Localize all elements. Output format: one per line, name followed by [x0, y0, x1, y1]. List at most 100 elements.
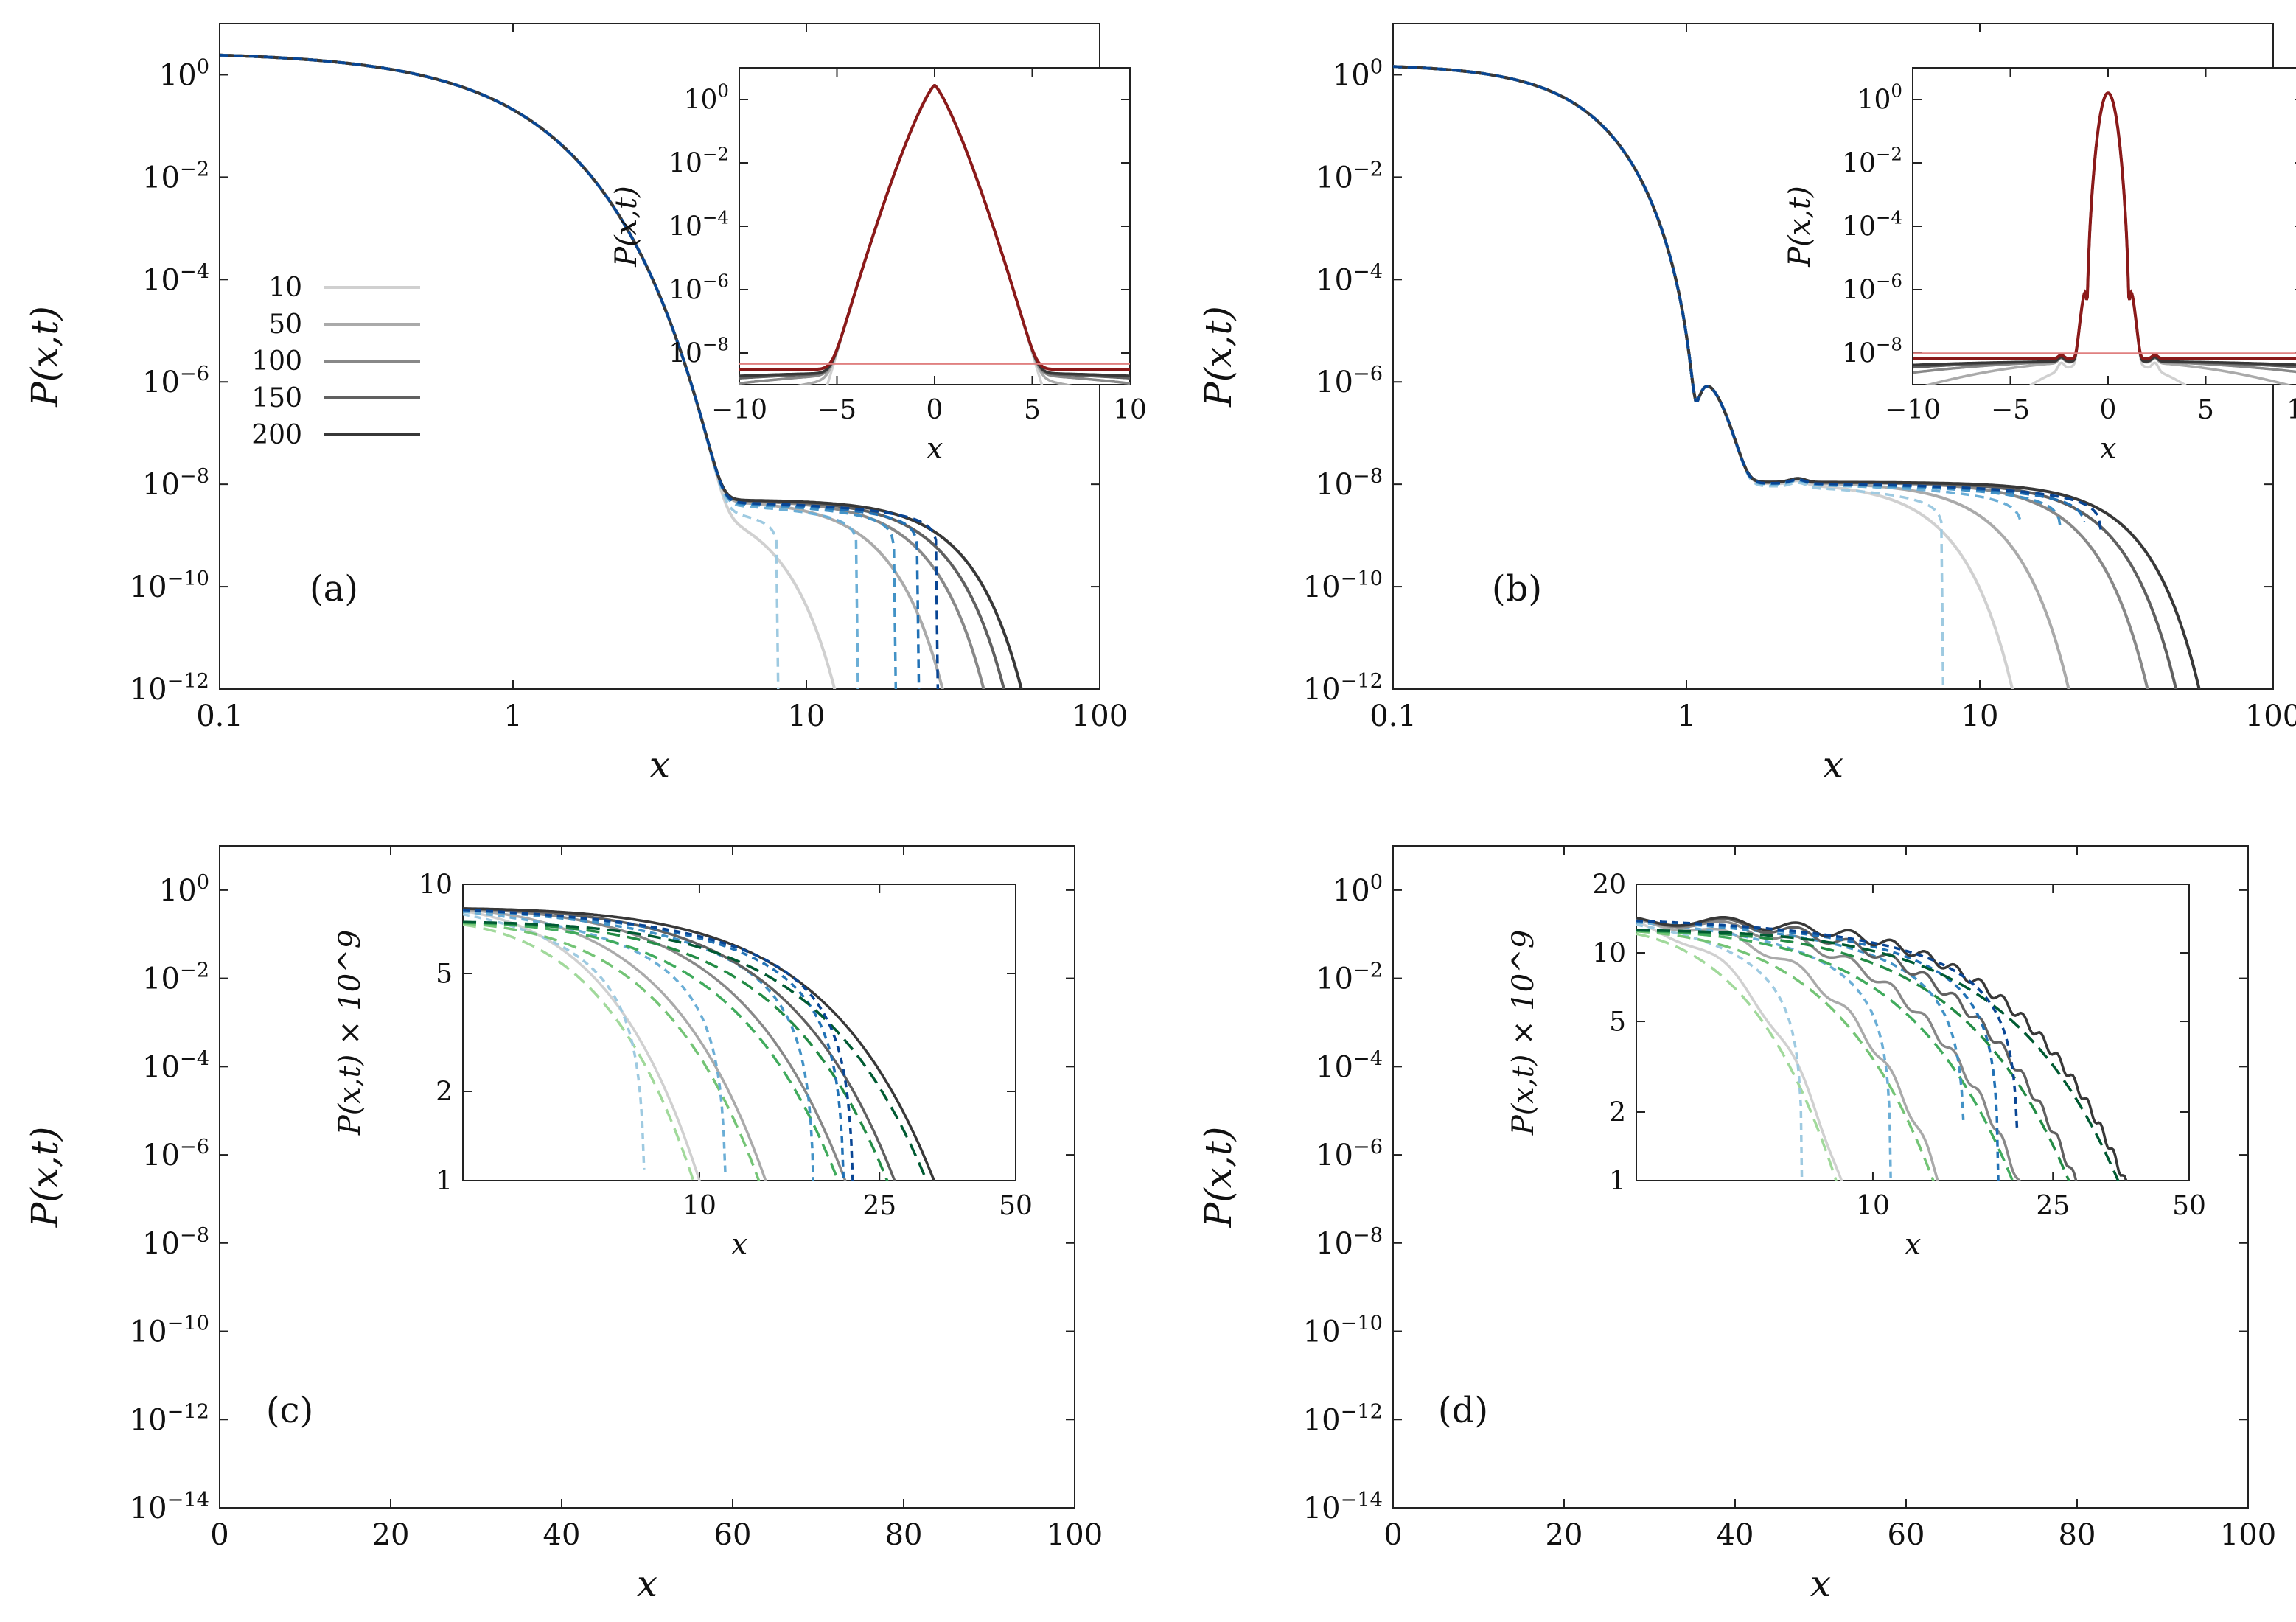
inset-a-xtick-label: 10 — [1113, 395, 1147, 425]
legend-label: 200 — [251, 420, 302, 450]
main-d-ytick-label: 10−4 — [1316, 1047, 1383, 1084]
inset-grey-t200 — [1636, 915, 2128, 1181]
inset-grey-t150 — [463, 907, 896, 1181]
inset-grey-t10 — [463, 909, 701, 1181]
series-dashed-t200 — [1393, 65, 2103, 531]
inset-blue-t200 — [463, 908, 854, 1181]
inset-d-xlabel: x — [1905, 1228, 1922, 1262]
inset-blue-t50 — [463, 910, 727, 1177]
inset-series — [463, 907, 936, 1181]
main-a-xlabel: x — [649, 744, 670, 786]
inset-blue-t100 — [463, 909, 814, 1181]
inset-blue-t10 — [463, 912, 646, 1170]
inset-series — [739, 84, 1130, 385]
series-group — [1393, 65, 2201, 689]
main-c-ytick-label: 10−8 — [142, 1224, 209, 1261]
inset-b-xtick-label: 10 — [2286, 395, 2296, 425]
main-d-xtick-label: 20 — [1546, 1518, 1583, 1552]
inset-series — [1636, 915, 2128, 1181]
inset-d-ytick-label: 20 — [1592, 870, 1626, 901]
inset: 20 10 5 2 1 10 25 50 x P(x,t) × 10^9 — [1507, 870, 2206, 1262]
inset-c-xtick-label: 50 — [999, 1191, 1033, 1221]
main-a-ytick-label: 10−2 — [142, 158, 209, 195]
inset-series — [1913, 91, 2296, 385]
main-c-ytick-label: 10−6 — [142, 1136, 209, 1172]
inset-b-ytick-label: 10−8 — [1842, 334, 1902, 369]
main-d-ytick-label: 100 — [1333, 871, 1383, 908]
main-a-ytick-label: 10−12 — [130, 670, 209, 707]
main-b-ytick-label: 10−12 — [1303, 670, 1383, 707]
main-d-xtick-label: 60 — [1888, 1518, 1925, 1552]
main-a-ytick-label: 10−4 — [142, 260, 209, 297]
inset-b-ytick-label: 10−6 — [1842, 270, 1902, 306]
inset-grey-t150 — [1636, 916, 2078, 1181]
inset-b-xtick-label: −10 — [1885, 395, 1941, 425]
inset-grey-t100 — [1636, 917, 2021, 1181]
main-b-xtick-label: 100 — [2245, 699, 2296, 733]
main-b-ytick-label: 10−4 — [1316, 260, 1383, 297]
inset-green-t10 — [1636, 932, 1838, 1181]
inset-b-ytick-label: 10−2 — [1842, 144, 1902, 179]
main-d-frame — [1392, 845, 2249, 1509]
inset-grey-t100 — [463, 907, 847, 1181]
inset-a-ylabel: P(x,t) — [610, 186, 643, 267]
panel-label: (b) — [1492, 568, 1542, 609]
inset-b-xtick-label: 5 — [2197, 395, 2214, 425]
main-b-ytick-label: 100 — [1333, 55, 1383, 92]
inset-b-ytick-label: 10−4 — [1842, 207, 1902, 242]
main-d-xtick-label: 80 — [2059, 1518, 2096, 1552]
panel-c: 100 10−2 10−4 10−6 10−8 10−10 10−12 10−140 20 40 6… — [24, 845, 1103, 1605]
inset-c-frame — [462, 884, 1016, 1181]
main-d-ytick-label: 10−6 — [1316, 1136, 1383, 1172]
inset-b-xtick-label: −5 — [1991, 395, 2030, 425]
inset-c-xlabel: x — [731, 1228, 748, 1262]
inset-a-ytick-label: 10−4 — [669, 207, 729, 242]
main-b-ytick-label: 10−6 — [1316, 363, 1383, 399]
main-c-xtick-label: 80 — [885, 1518, 923, 1552]
main-a-ytick-label: 100 — [159, 55, 209, 92]
main-c-xtick-label: 60 — [714, 1518, 752, 1552]
main-b-xtick-label: 1 — [1677, 699, 1695, 733]
main-c-xtick-label: 100 — [1047, 1518, 1103, 1552]
inset-green-t100 — [1636, 929, 2014, 1181]
inset-green-t200 — [463, 920, 928, 1181]
main-d-ytick-label: 10−14 — [1303, 1489, 1383, 1525]
legend-label: 10 — [268, 273, 302, 303]
main-b-xtick-label: 0.1 — [1369, 699, 1417, 733]
main-a-xtick-label: 1 — [503, 699, 522, 733]
main-a-ytick-label: 10−8 — [142, 465, 209, 502]
main-a-ytick-label: 10−6 — [142, 363, 209, 399]
inset-green-t150 — [463, 920, 889, 1181]
inset-c-ytick-label: 1 — [436, 1167, 453, 1197]
main-c-xtick-label: 20 — [372, 1518, 410, 1552]
inset: 100 10−2 10−4 10−6 10−8 −10 −5 0 5 10 x P(x,t) — [1783, 67, 2296, 466]
main-d-ytick-label: 10−8 — [1316, 1224, 1383, 1261]
inset-c-ylabel: P(x,t) × 10^9 — [333, 930, 367, 1136]
inset-a-xlabel: x — [927, 432, 943, 466]
inset-green-t200 — [1636, 929, 2120, 1181]
inset-d-xtick-label: 25 — [2036, 1191, 2070, 1221]
inset-green-t150 — [1636, 929, 2070, 1181]
inset-grey-t200 — [463, 907, 936, 1181]
inset-a-ytick-label: 10−2 — [669, 144, 729, 179]
inset-d-ytick-label: 10 — [1592, 939, 1626, 969]
main-d-ytick-label: 10−12 — [1303, 1400, 1383, 1437]
inset-red-curve — [739, 84, 1130, 371]
inset-d-ytick-label: 1 — [1609, 1167, 1626, 1197]
inset-d-ytick-label: 2 — [1609, 1098, 1626, 1128]
inset-a-ytick-label: 10−8 — [669, 334, 729, 369]
main-d-xlabel: x — [1810, 1562, 1831, 1605]
inset-a-xtick-label: 5 — [1024, 395, 1041, 425]
inset: 10 5 2 1 10 25 50 x P(x,t) × 10^9 — [333, 870, 1033, 1262]
inset-a-ytick-label: 10−6 — [669, 270, 729, 306]
inset-green-t50 — [1636, 930, 1935, 1181]
main-a-ylabel: P(x,t) — [24, 306, 66, 408]
main-d-ylabel: P(x,t) — [1197, 1127, 1240, 1228]
legend: 10 50 100 150 200 — [251, 273, 420, 450]
panel-label: (d) — [1438, 1390, 1488, 1431]
inset-b-xtick-label: 0 — [2100, 395, 2117, 425]
main-c-ytick-label: 100 — [159, 871, 209, 908]
main-b-ytick-label: 10−8 — [1316, 465, 1383, 502]
main-c-ytick-label: 10−2 — [142, 959, 209, 996]
